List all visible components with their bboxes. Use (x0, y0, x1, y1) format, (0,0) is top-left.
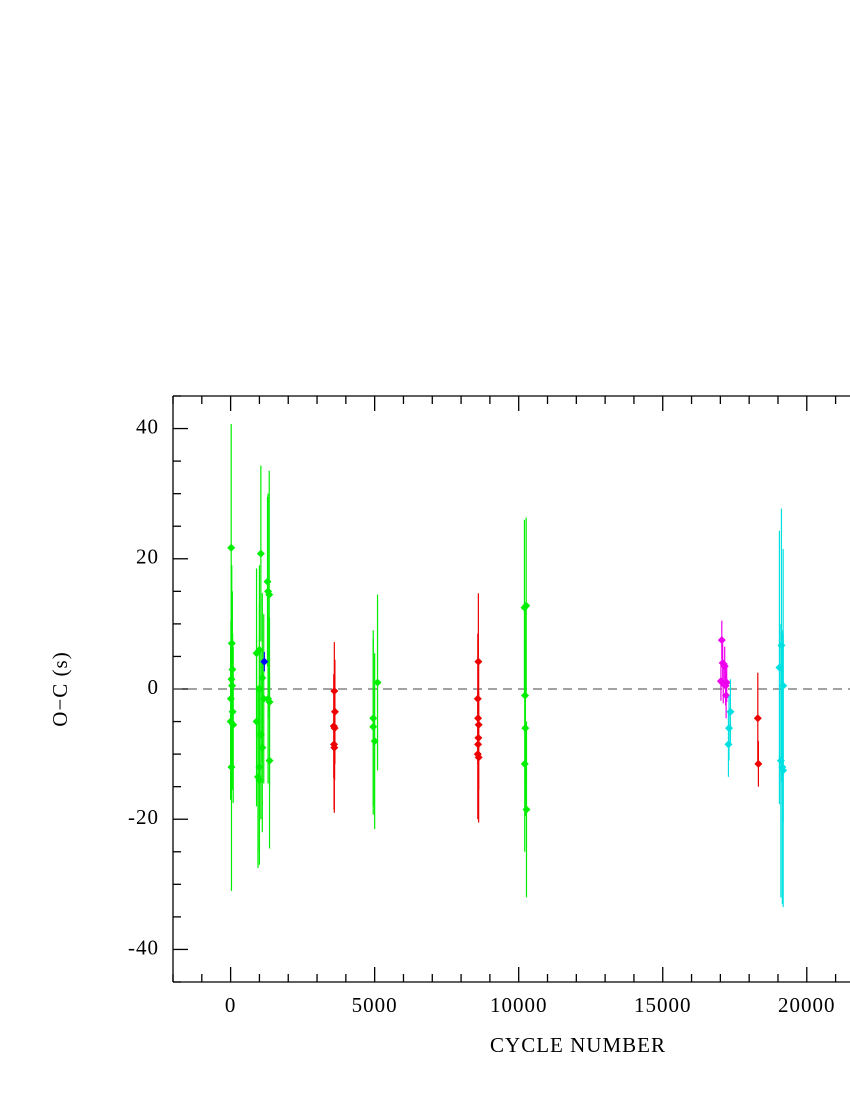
point (754, 759, 763, 768)
y-tick-label: -40 (128, 935, 159, 959)
point (370, 737, 379, 746)
point (330, 743, 339, 752)
y-tick-label: -20 (128, 805, 159, 829)
x-tick-label: 5000 (352, 993, 398, 1017)
point (722, 678, 731, 687)
y-tick-label: 40 (136, 414, 159, 438)
x-tick-label: 10000 (490, 993, 548, 1017)
point (522, 601, 531, 610)
point (227, 763, 236, 772)
point (227, 543, 236, 552)
point (779, 766, 788, 775)
x-axis-label: CYCLE NUMBER (490, 1033, 666, 1057)
point (260, 657, 269, 666)
y-tick-label: 0 (148, 675, 160, 699)
point (373, 678, 382, 687)
point (753, 714, 762, 723)
point (256, 549, 265, 558)
point (717, 636, 726, 645)
y-axis-label: O−C (s) (48, 651, 72, 726)
point (724, 740, 733, 749)
point (265, 756, 274, 765)
point (258, 743, 267, 752)
point (726, 707, 735, 716)
point (520, 759, 529, 768)
point (474, 753, 483, 762)
point (369, 722, 378, 731)
x-tick-label: 15000 (634, 993, 692, 1017)
point (255, 776, 264, 785)
y-tick-label: 20 (136, 545, 159, 569)
x-tick-label: 20000 (778, 993, 836, 1017)
point (522, 805, 531, 814)
x-tick-label: 0 (225, 993, 237, 1017)
point (265, 590, 274, 599)
